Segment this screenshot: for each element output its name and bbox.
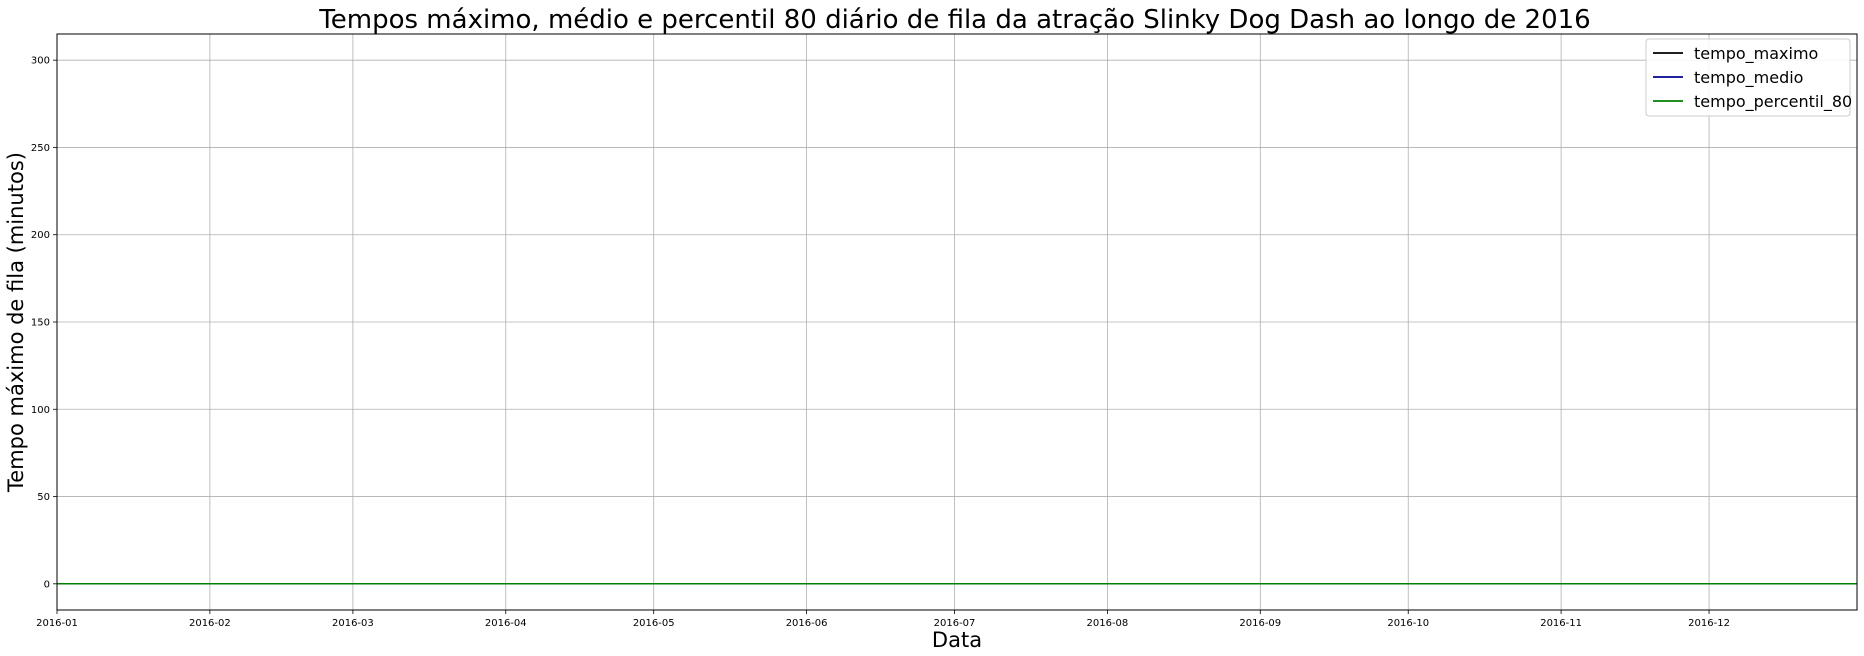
legend-box: [1645, 38, 1851, 117]
y-tick-label: 250: [31, 143, 50, 154]
y-tick-label: 150: [31, 318, 50, 329]
legend-label: tempo_medio: [1694, 68, 1803, 88]
y-axis-label: Tempo máximo de fila (minutos): [4, 152, 28, 493]
x-tick-label: 2016-08: [1087, 618, 1129, 629]
x-axis-label: Data: [932, 628, 982, 652]
x-axis-ticks: 2016-01 2016-02 2016-03 2016-04 2016-05 2016-…: [36, 610, 1730, 629]
y-tick-label: 200: [31, 230, 50, 241]
y-tick-label: 50: [37, 492, 50, 503]
y-tick-label: 300: [31, 56, 50, 67]
x-tick-label: 2016-12: [1688, 618, 1730, 629]
chart-title: Tempos máximo, médio e percentil 80 diár…: [318, 5, 1590, 35]
x-tick-label: 2016-11: [1540, 618, 1582, 629]
y-axis-ticks: 0 50 100 150 200 250 300: [31, 56, 57, 590]
x-tick-label: 2016-02: [189, 618, 231, 629]
x-tick-label: 2016-04: [485, 618, 527, 629]
x-tick-label: 2016-09: [1239, 618, 1281, 629]
x-tick-label: 2016-06: [786, 618, 828, 629]
x-tick-label: 2016-01: [36, 618, 78, 629]
x-tick-label: 2016-07: [934, 618, 976, 629]
x-tick-label: 2016-03: [332, 618, 374, 629]
legend-label: tempo_percentil_80: [1694, 92, 1852, 112]
y-tick-label: 0: [44, 579, 50, 590]
x-tick-label: 2016-10: [1387, 618, 1429, 629]
y-tick-label: 100: [31, 405, 50, 416]
grid: [56, 34, 1857, 610]
x-tick-label: 2016-05: [633, 618, 675, 629]
legend: tempo_maximo tempo_medio tempo_percentil_8…: [1645, 38, 1852, 117]
legend-label: tempo_maximo: [1694, 44, 1818, 64]
